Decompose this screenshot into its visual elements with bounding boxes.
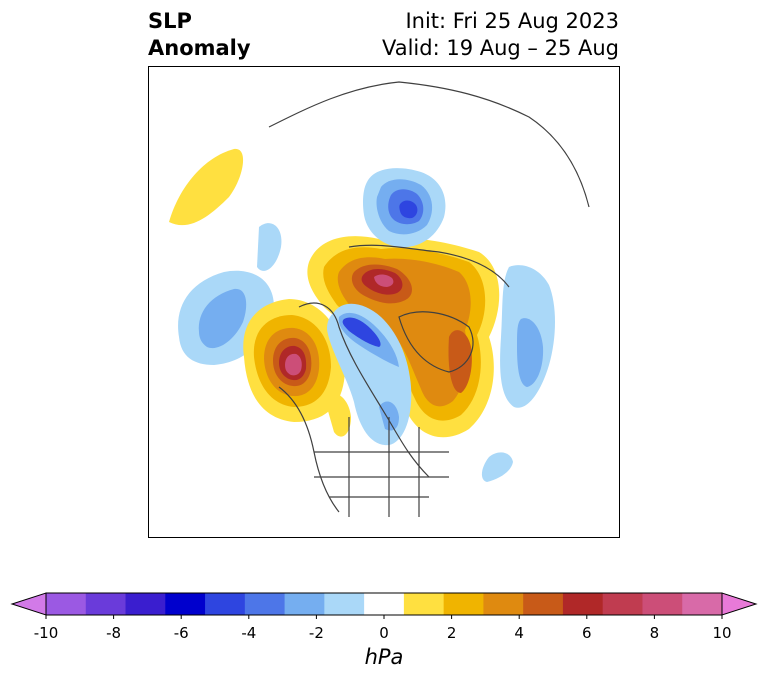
colorbar-swatch: [562, 593, 604, 615]
colorbar-swatch: [324, 593, 365, 615]
colorbar-swatch: [403, 593, 445, 615]
map-canvas: [169, 81, 590, 517]
title-dates: Init: Fri 25 Aug 2023 Valid: 19 Aug – 25…: [382, 8, 619, 62]
colorbar-tick-label: -4: [241, 624, 257, 642]
colorbar-swatch: [284, 593, 325, 615]
colorbar-swatch: [364, 593, 405, 615]
colorbar-tick-label: 4: [514, 624, 524, 642]
title-variable-sub: Anomaly: [148, 36, 251, 60]
coastlines: [268, 81, 590, 517]
colorbar-tick-label: 0: [379, 624, 389, 642]
anomaly-map: [148, 66, 620, 538]
colorbar-swatch: [602, 593, 643, 615]
colorbar-swatch: [682, 593, 723, 615]
colorbar-tick-label: 8: [649, 624, 660, 642]
valid-range: Valid: 19 Aug – 25 Aug: [381, 36, 619, 60]
map-title: SLP Anomaly: [148, 8, 251, 62]
colorbar-swatch: [165, 593, 206, 615]
colorbar-swatch: [205, 593, 246, 615]
colorbar-tick-label: -6: [173, 624, 189, 642]
colorbar-swatch: [85, 593, 127, 615]
colorbar-tick-label: 6: [582, 624, 592, 642]
colorbar-tick-label: -2: [308, 624, 324, 642]
colorbar-swatch: [642, 593, 683, 615]
colorbar-tick-label: 10: [712, 624, 732, 642]
colorbar-swatch: [125, 593, 166, 615]
init-date: Init: Fri 25 Aug 2023: [405, 9, 619, 33]
anomaly-positive-pacific: [169, 148, 244, 226]
colorbar-swatch: [46, 593, 87, 615]
colorbar-swatch: [443, 593, 484, 615]
colorbar-swatch: [523, 593, 564, 615]
colorbar-tick-label: -8: [106, 624, 122, 642]
colorbar-tick-label: 2: [446, 624, 457, 642]
colorbar-units: hPa: [364, 645, 404, 669]
colorbar-tick-label: -10: [33, 624, 59, 642]
title-variable: SLP: [148, 9, 192, 33]
colorbar-extend-high: [721, 592, 758, 616]
colorbar: [10, 592, 758, 619]
colorbar-swatch: [244, 593, 286, 615]
colorbar-extend-low: [10, 592, 47, 616]
colorbar-swatch: [483, 593, 524, 615]
